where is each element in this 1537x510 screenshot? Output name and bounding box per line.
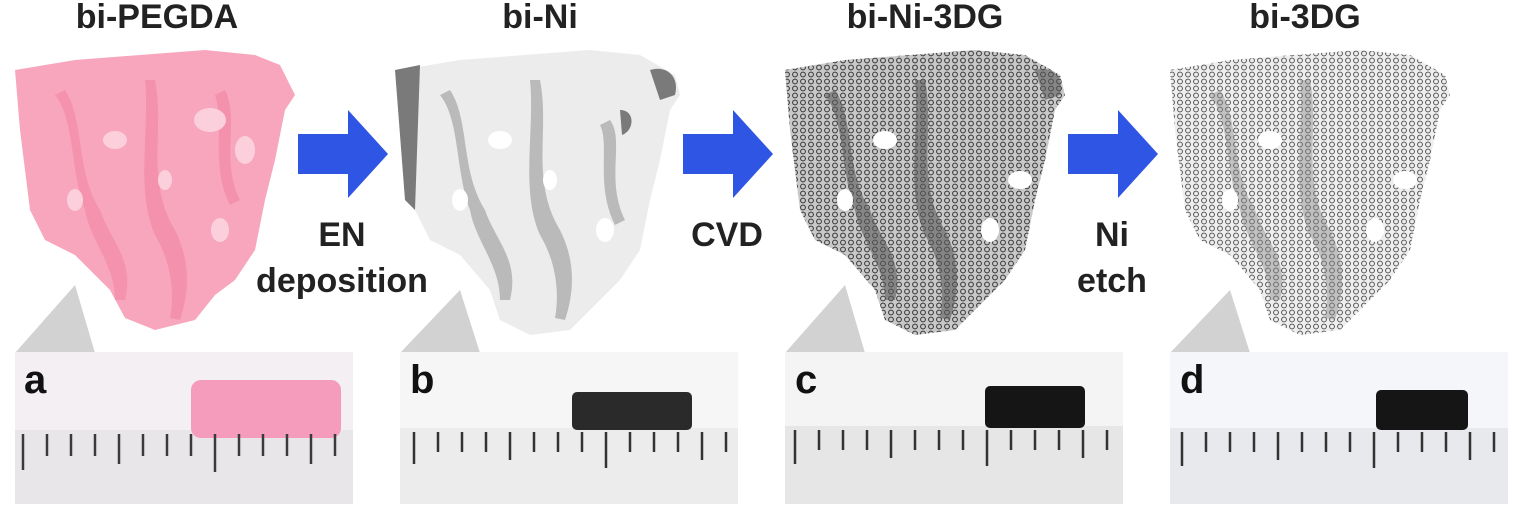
panel-label-d: d (1180, 358, 1205, 402)
callout-d (1170, 290, 1250, 353)
photo-d (1170, 352, 1508, 504)
title-bi-3dg: bi-3DG (1249, 0, 1361, 36)
cube-bi-3dg (1160, 50, 1460, 340)
callout-a (15, 285, 95, 353)
step-label-en-deposition: EN deposition (256, 212, 428, 304)
step-label-line2: etch (1077, 262, 1147, 300)
cube-bi-ni-3dg (775, 50, 1075, 340)
process-arrow-1 (298, 108, 390, 200)
title-bi-ni: bi-Ni (502, 0, 578, 36)
callout-c (785, 285, 865, 353)
callout-b (400, 290, 480, 353)
step-label-cvd: CVD (691, 212, 763, 258)
step-label-line1: Ni (1094, 216, 1129, 254)
process-arrow-3 (1068, 108, 1160, 200)
panel-label-a: a (24, 358, 47, 402)
step-label-line1: EN (318, 216, 366, 254)
photo-a (15, 352, 353, 504)
cube-bi-ni (390, 50, 690, 340)
step-label-line1: CVD (691, 216, 763, 254)
title-bi-pegda: bi-PEGDA (75, 0, 239, 36)
title-bi-ni-3dg: bi-Ni-3DG (846, 0, 1004, 36)
process-arrow-2 (683, 108, 775, 200)
step-label-line2: deposition (256, 262, 428, 300)
photo-b (400, 352, 738, 504)
panel-label-b: b (410, 358, 435, 402)
photo-c (785, 352, 1123, 504)
cube-bi-pegda (5, 50, 305, 340)
step-label-ni-etch: Ni etch (1077, 212, 1147, 304)
panel-label-c: c (795, 358, 818, 402)
